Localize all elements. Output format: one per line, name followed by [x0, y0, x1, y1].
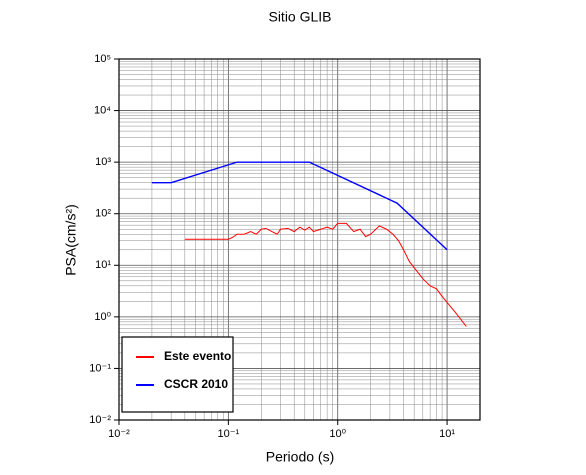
- x-tick-label: 10⁻²: [108, 428, 130, 440]
- legend-box: [121, 336, 234, 413]
- series-line: [184, 222, 467, 327]
- y-tick-label: 10⁻²: [89, 414, 111, 426]
- plot-frame: [118, 58, 481, 421]
- legend-label: CSCR 2010: [164, 377, 228, 391]
- y-tick-label: 10³: [95, 156, 111, 168]
- y-tick-label: 10⁴: [94, 104, 111, 116]
- y-tick-label: 10⁵: [94, 53, 111, 65]
- y-tick-label: 10²: [95, 208, 111, 220]
- y-tick-label: 10⁻¹: [89, 362, 111, 374]
- chart-title: Sitio GLIB: [268, 9, 331, 25]
- y-tick-label: 10⁰: [94, 311, 111, 323]
- x-tick-label: 10⁰: [329, 428, 346, 440]
- x-axis-label: Periodo (s): [266, 449, 334, 465]
- x-tick-label: 10¹: [439, 428, 455, 440]
- x-tick-label: 10⁻¹: [218, 428, 240, 440]
- series-line: [151, 161, 448, 251]
- y-tick-label: 10¹: [95, 259, 111, 271]
- y-axis-label: PSA(cm/s²): [63, 204, 79, 276]
- legend-label: Este evento: [164, 349, 231, 363]
